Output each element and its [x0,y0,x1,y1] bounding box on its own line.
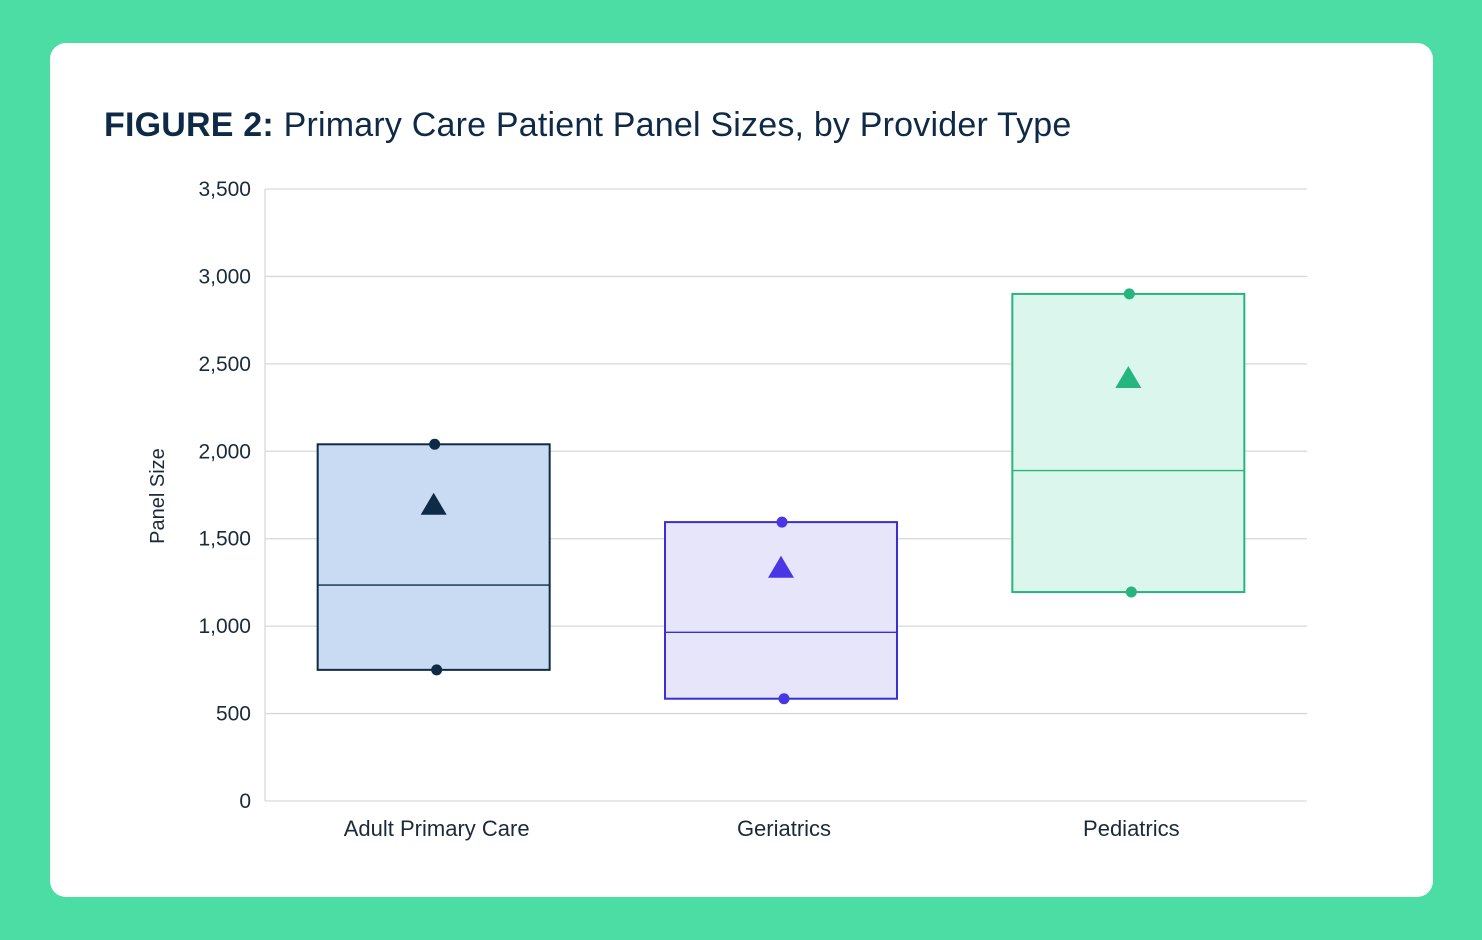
max-point [776,516,788,528]
y-tick-label: 500 [216,703,251,726]
box-group-pediatrics [1011,288,1246,598]
box-group-adult-primary-care [316,438,551,676]
x-axis-categories: Adult Primary Care Geriatrics Pediatrics [344,816,1180,841]
x-category-label: Adult Primary Care [344,816,530,841]
x-category-label: Geriatrics [737,816,831,841]
y-tick-label: 0 [239,790,251,813]
mean-marker [1115,365,1142,388]
box-group-geriatrics [664,516,898,705]
y-axis: 0 500 1,000 1,500 2,000 2,500 3,000 3,500 [198,178,266,813]
y-axis-title: Panel Size [147,448,169,544]
y-tick-label: 3,500 [198,178,251,201]
max-point [429,438,441,450]
figure-number: FIGURE 2: [104,106,274,144]
min-point [431,664,443,676]
max-point [1123,288,1135,300]
y-tick-label: 3,000 [198,265,251,288]
y-tick-label: 2,000 [198,440,251,463]
y-tick-label: 2,500 [198,353,251,376]
min-point [1125,586,1137,598]
x-category-label: Pediatrics [1083,816,1180,841]
y-tick-label: 1,500 [198,528,251,551]
box [1011,292,1246,594]
mean-marker [420,492,447,515]
figure-title-text: Primary Care Patient Panel Sizes, by Pro… [283,106,1072,144]
figure-title: FIGURE 2: Primary Care Patient Panel Siz… [104,106,1072,145]
y-tick-label: 1,000 [198,615,251,638]
box [664,521,898,700]
mean-marker [768,555,794,578]
box [316,443,551,671]
boxes [316,288,1246,705]
min-point [778,693,790,705]
